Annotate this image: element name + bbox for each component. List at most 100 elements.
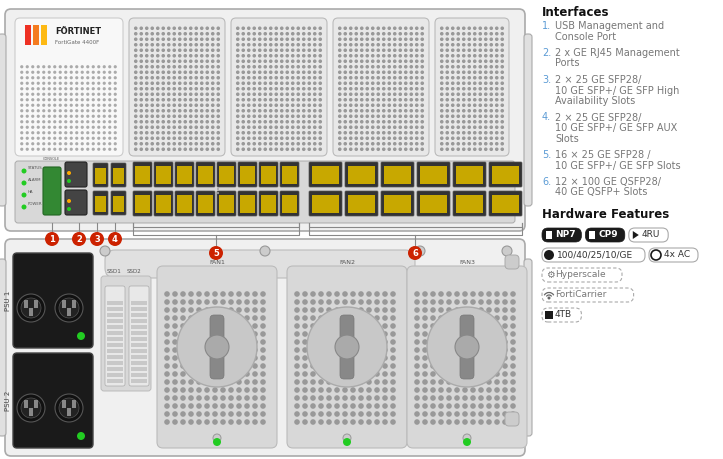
Circle shape xyxy=(286,136,289,140)
Circle shape xyxy=(140,81,143,85)
Circle shape xyxy=(86,87,90,90)
Circle shape xyxy=(275,32,278,35)
Circle shape xyxy=(486,371,492,377)
Circle shape xyxy=(247,142,251,146)
Circle shape xyxy=(495,54,499,57)
Circle shape xyxy=(31,148,35,151)
Circle shape xyxy=(205,125,209,129)
Circle shape xyxy=(200,54,204,57)
Circle shape xyxy=(86,98,90,101)
Circle shape xyxy=(456,60,460,63)
Circle shape xyxy=(390,291,395,297)
Circle shape xyxy=(275,120,278,123)
Circle shape xyxy=(382,32,385,35)
Circle shape xyxy=(393,131,396,134)
Circle shape xyxy=(164,331,170,337)
Circle shape xyxy=(54,82,56,85)
Circle shape xyxy=(409,60,413,63)
Circle shape xyxy=(64,137,67,140)
Circle shape xyxy=(294,323,300,329)
FancyBboxPatch shape xyxy=(435,18,509,156)
Circle shape xyxy=(103,104,106,107)
Circle shape xyxy=(188,387,194,393)
Circle shape xyxy=(502,299,508,305)
Circle shape xyxy=(462,323,468,329)
Circle shape xyxy=(247,38,251,41)
Circle shape xyxy=(502,387,508,393)
Circle shape xyxy=(247,92,251,96)
FancyBboxPatch shape xyxy=(381,191,414,216)
Circle shape xyxy=(502,307,508,313)
Circle shape xyxy=(134,103,137,107)
Circle shape xyxy=(500,131,504,134)
Circle shape xyxy=(318,87,322,90)
Circle shape xyxy=(194,49,198,52)
Circle shape xyxy=(263,65,267,68)
Circle shape xyxy=(479,109,482,112)
Circle shape xyxy=(81,71,84,74)
Circle shape xyxy=(196,315,202,321)
Circle shape xyxy=(479,136,482,140)
Circle shape xyxy=(473,147,476,151)
Circle shape xyxy=(180,355,186,361)
Circle shape xyxy=(310,419,316,425)
Circle shape xyxy=(343,136,347,140)
Circle shape xyxy=(188,323,194,329)
Circle shape xyxy=(430,355,436,361)
Circle shape xyxy=(189,98,192,101)
Circle shape xyxy=(205,98,209,101)
Circle shape xyxy=(108,65,111,68)
Circle shape xyxy=(280,49,283,52)
Circle shape xyxy=(75,109,78,112)
Circle shape xyxy=(150,65,154,68)
Circle shape xyxy=(196,307,202,313)
Circle shape xyxy=(468,32,471,35)
Circle shape xyxy=(484,131,487,134)
Circle shape xyxy=(388,81,391,85)
Circle shape xyxy=(205,32,209,35)
Circle shape xyxy=(454,411,460,417)
Circle shape xyxy=(500,70,504,74)
Circle shape xyxy=(398,125,402,129)
Circle shape xyxy=(156,38,160,41)
Circle shape xyxy=(338,60,341,63)
Circle shape xyxy=(236,114,239,118)
Circle shape xyxy=(479,87,482,90)
Circle shape xyxy=(296,125,300,129)
Bar xyxy=(107,349,123,353)
Text: 40 GE QSFP+ Slots: 40 GE QSFP+ Slots xyxy=(555,187,647,197)
Circle shape xyxy=(393,125,396,129)
Circle shape xyxy=(55,294,83,322)
Circle shape xyxy=(430,299,436,305)
Circle shape xyxy=(252,103,256,107)
Circle shape xyxy=(291,60,294,63)
Circle shape xyxy=(31,98,35,101)
Circle shape xyxy=(184,65,187,68)
Bar xyxy=(135,166,150,184)
Circle shape xyxy=(17,294,45,322)
Circle shape xyxy=(421,65,424,68)
Bar xyxy=(384,195,411,213)
Circle shape xyxy=(489,54,493,57)
Circle shape xyxy=(349,65,353,68)
Circle shape xyxy=(211,43,215,46)
Circle shape xyxy=(178,87,181,90)
Circle shape xyxy=(205,136,209,140)
Circle shape xyxy=(196,339,202,345)
Circle shape xyxy=(42,120,46,123)
Circle shape xyxy=(430,315,436,321)
Circle shape xyxy=(382,411,388,417)
Circle shape xyxy=(318,109,322,112)
Circle shape xyxy=(294,331,300,337)
Circle shape xyxy=(489,125,493,129)
Circle shape xyxy=(114,109,117,112)
Circle shape xyxy=(454,291,460,297)
Bar xyxy=(492,166,519,184)
Circle shape xyxy=(349,70,353,74)
Circle shape xyxy=(167,81,171,85)
Circle shape xyxy=(495,299,500,305)
Circle shape xyxy=(473,131,476,134)
Text: FÖRTINET: FÖRTINET xyxy=(55,27,101,35)
Circle shape xyxy=(269,142,273,146)
Circle shape xyxy=(244,315,250,321)
